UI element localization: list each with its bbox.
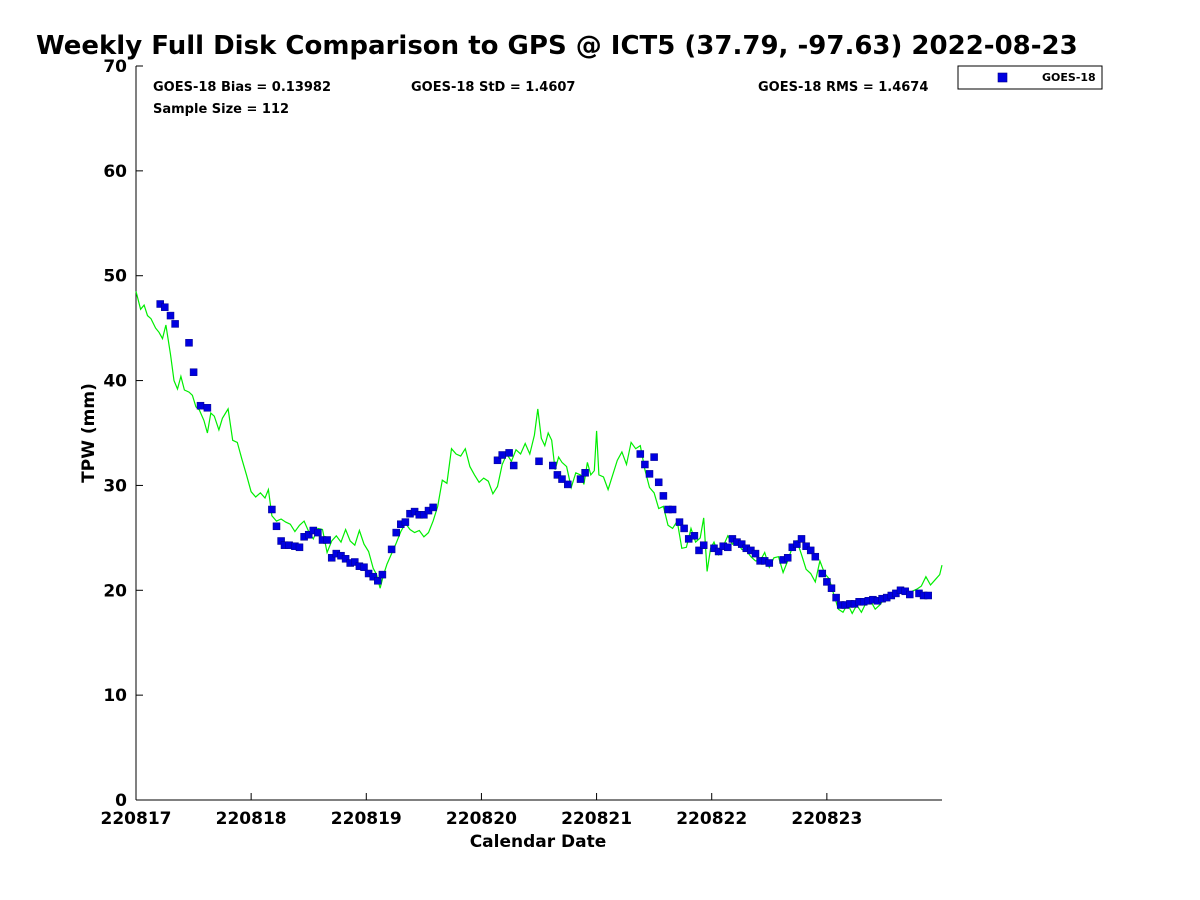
goes18-point [196, 401, 205, 410]
goes18-point [268, 505, 276, 514]
gps-series-line [135, 291, 943, 615]
y-tick-label: 40 [103, 372, 127, 392]
goes18-point [827, 584, 836, 592]
goes18-point [161, 303, 169, 311]
goes18-point [714, 547, 723, 556]
stat-sample-size: Sample Size = 112 [153, 102, 289, 117]
series-layer [135, 291, 943, 615]
goes18-point [802, 542, 810, 550]
stat-bias: GOES-18 Bias = 0.13982 [153, 80, 331, 95]
goes18-point [429, 503, 437, 512]
goes18-point [832, 593, 840, 602]
x-tick-label: 220817 [101, 809, 172, 829]
goes18-point [493, 456, 502, 465]
goes18-point [401, 518, 410, 526]
y-axis-label: TPW (mm) [79, 383, 99, 483]
goes18-point [295, 543, 304, 552]
goes18-point [636, 450, 645, 458]
goes18-point [737, 540, 746, 548]
goes18-point [797, 535, 806, 543]
goes18-point [690, 532, 699, 540]
goes18-point [509, 461, 518, 470]
goes18-point [668, 505, 677, 514]
goes18-point [189, 368, 198, 376]
goes18-point [535, 457, 543, 466]
goes18-point [783, 554, 792, 562]
goes18-point [818, 569, 827, 578]
x-tick-label: 220818 [216, 809, 287, 829]
goes18-point [327, 554, 336, 562]
goes18-point [351, 558, 359, 566]
y-tick-label: 20 [103, 581, 127, 601]
goes18-point [650, 453, 658, 461]
goes18-point [341, 555, 350, 563]
goes18-series [156, 300, 932, 609]
goes18-point [581, 469, 589, 477]
legend: GOES-18 [957, 65, 1103, 90]
goes18-point [185, 339, 193, 347]
x-tick-label: 220820 [446, 809, 517, 829]
goes18-point [549, 461, 557, 470]
goes18-point [906, 590, 914, 599]
goes18-point [369, 572, 377, 581]
goes18-point [699, 541, 708, 549]
legend-marker [997, 72, 1008, 83]
goes18-point [924, 591, 932, 600]
goes18-point [724, 543, 732, 552]
goes18-point [420, 511, 428, 519]
goes18-point [498, 451, 506, 459]
goes18-point [751, 549, 760, 558]
x-ticks: 220817 220818 220819 220820 220821 220822 2208… [101, 793, 862, 829]
goes18-point [323, 536, 331, 544]
goes18-point [304, 530, 313, 539]
stat-std: GOES-18 StD = 1.4607 [411, 80, 575, 95]
x-axis-label: Calendar Date [470, 832, 607, 852]
goes18-point [654, 478, 663, 487]
goes18-point [553, 471, 562, 479]
y-tick-label: 70 [103, 57, 127, 77]
goes18-point [564, 480, 572, 489]
goes18-point [272, 522, 281, 531]
goes18-point [680, 524, 688, 533]
goes18-point [171, 320, 179, 328]
goes18-point [166, 311, 175, 320]
y-tick-label: 50 [103, 267, 127, 287]
goes18-point [378, 570, 387, 579]
y-tick-label: 0 [115, 791, 127, 811]
stat-rms: GOES-18 RMS = 1.4674 [758, 80, 928, 95]
goes18-point [645, 470, 654, 478]
legend-label-goes18: GOES-18 [1042, 71, 1096, 84]
goes18-point [641, 460, 649, 469]
goes18-point [374, 577, 382, 585]
goes18-point [675, 518, 684, 526]
goes18-point [387, 545, 396, 554]
goes18-point [360, 563, 368, 571]
goes18-point [806, 546, 815, 555]
plot-area: 0 10 20 30 40 50 60 70 220817 220818 220819 220820… [101, 57, 943, 829]
y-ticks: 0 10 20 30 40 50 60 70 [103, 57, 143, 811]
goes18-point [823, 578, 831, 586]
x-tick-label: 220819 [331, 809, 402, 829]
chart-title: Weekly Full Disk Comparison to GPS @ ICT… [36, 31, 1078, 61]
goes18-point [695, 546, 703, 555]
goes18-point [558, 475, 566, 483]
x-tick-label: 220823 [791, 809, 862, 829]
goes18-point [765, 559, 774, 567]
goes18-point [392, 528, 400, 537]
y-tick-label: 10 [103, 686, 127, 706]
goes18-point [505, 449, 513, 457]
goes18-point [203, 404, 212, 412]
x-tick-label: 220822 [676, 809, 747, 829]
goes18-point [576, 475, 585, 483]
x-tick-label: 220821 [561, 809, 632, 829]
goes18-point [314, 528, 322, 537]
legend-box [957, 65, 1103, 90]
goes18-point [659, 492, 668, 500]
goes18-point [811, 552, 820, 561]
goes18-point [793, 540, 801, 548]
y-tick-label: 60 [103, 162, 127, 182]
y-tick-label: 30 [103, 476, 127, 496]
